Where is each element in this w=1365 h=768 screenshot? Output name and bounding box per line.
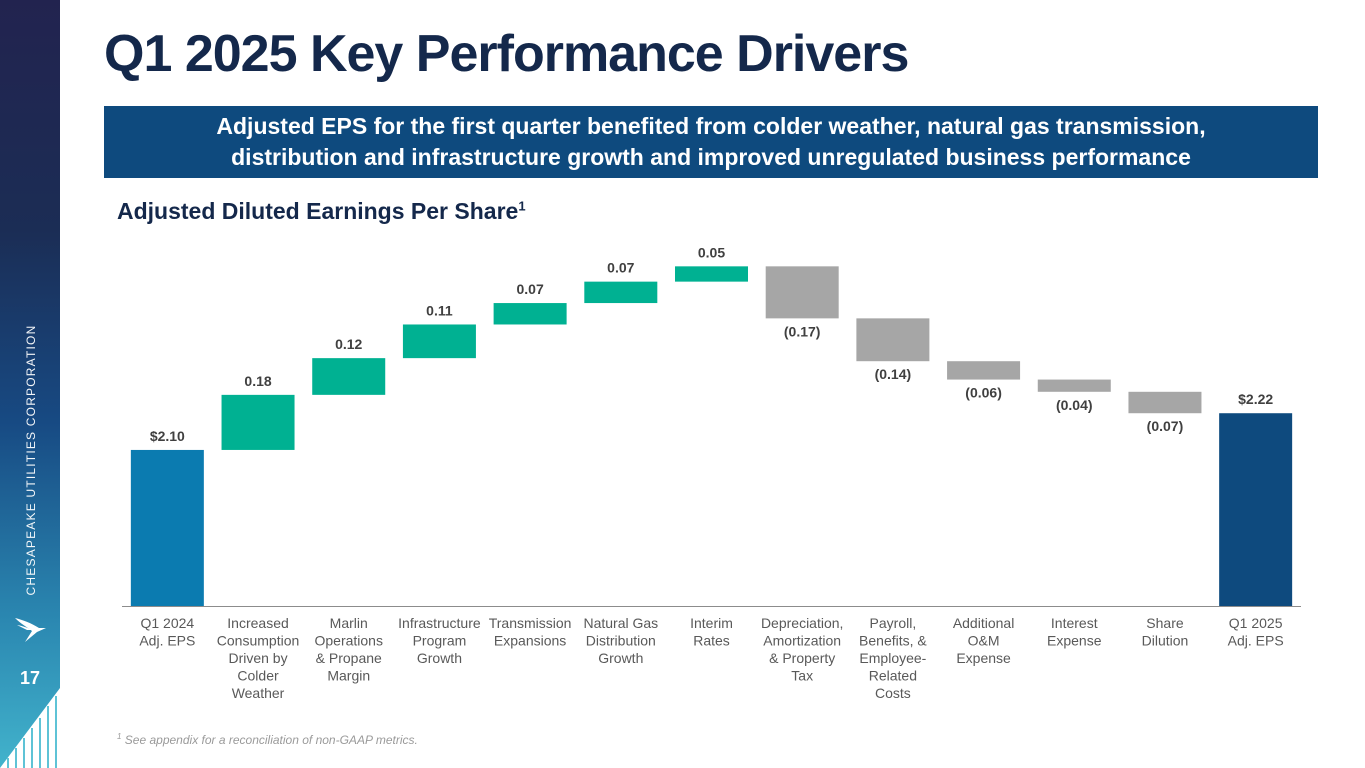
category-label-6-line-0: Interim	[690, 615, 733, 631]
banner-line-1: Adjusted EPS for the first quarter benef…	[216, 113, 1206, 139]
bar-5	[584, 281, 658, 304]
chart-title: Adjusted Diluted Earnings Per Share1	[117, 198, 526, 225]
category-label-5-line-1: Distribution	[586, 633, 656, 649]
category-label-1-line-4: Weather	[232, 685, 285, 701]
category-label-9-line-1: O&M	[968, 633, 1000, 649]
category-label-8-line-2: Employee-	[859, 650, 926, 666]
category-label-8-line-0: Payroll,	[870, 615, 917, 631]
category-label-4-line-1: Expansions	[494, 633, 566, 649]
bird-logo-icon	[15, 618, 46, 642]
data-label-12: $2.22	[1238, 391, 1273, 407]
category-label-2-line-2: & Propane	[316, 650, 382, 666]
category-label-7-line-2: & Property	[769, 650, 835, 666]
category-label-2-line-1: Operations	[314, 633, 382, 649]
footnote-text: See appendix for a reconciliation of non…	[124, 733, 418, 747]
data-label-8: (0.14)	[875, 366, 912, 382]
category-label-12-line-1: Adj. EPS	[1228, 633, 1284, 649]
data-label-2: 0.12	[335, 336, 362, 352]
category-label-10-line-0: Interest	[1051, 615, 1098, 631]
category-label-6-line-1: Rates	[693, 633, 730, 649]
category-label-11-line-1: Dilution	[1142, 633, 1189, 649]
category-label-1-line-0: Increased	[227, 615, 288, 631]
summary-banner: Adjusted EPS for the first quarter benef…	[104, 106, 1318, 178]
bar-4	[493, 303, 567, 325]
category-label-1-line-3: Colder	[237, 668, 279, 684]
category-label-2-line-0: Marlin	[330, 615, 368, 631]
category-label-3-line-2: Growth	[417, 650, 462, 666]
chart-title-footnote-marker: 1	[518, 198, 526, 214]
page-title: Q1 2025 Key Performance Drivers	[104, 25, 909, 83]
category-label-8-line-3: Related	[869, 668, 917, 684]
category-label-5-line-0: Natural Gas	[583, 615, 658, 631]
data-label-9: (0.06)	[965, 385, 1002, 401]
category-label-7-line-1: Amortization	[763, 633, 841, 649]
bar-8	[856, 318, 930, 362]
banner-line-2: distribution and infrastructure growth a…	[231, 144, 1191, 170]
data-label-0: $2.10	[150, 428, 185, 444]
data-label-6: 0.05	[698, 244, 725, 260]
bar-10	[1037, 379, 1111, 392]
category-label-5-line-2: Growth	[598, 650, 643, 666]
bar-11	[1128, 391, 1202, 414]
decorative-lines	[0, 688, 60, 768]
bar-1	[221, 394, 295, 450]
category-label-0-line-1: Adj. EPS	[139, 633, 195, 649]
category-label-1-line-2: Driven by	[228, 650, 287, 666]
category-label-1-line-1: Consumption	[217, 633, 300, 649]
bar-0	[130, 449, 204, 606]
data-label-3: 0.11	[426, 302, 453, 318]
category-label-8-line-1: Benefits, &	[859, 633, 927, 649]
category-label-8-line-4: Costs	[875, 685, 911, 701]
category-label-12-line-0: Q1 2025	[1229, 615, 1283, 631]
category-label-3-line-1: Program	[413, 633, 467, 649]
data-label-1: 0.18	[244, 373, 271, 389]
page-number: 17	[19, 668, 41, 688]
data-label-4: 0.07	[516, 281, 543, 297]
bar-6	[675, 266, 748, 282]
bar-7	[765, 266, 839, 319]
category-label-11-line-0: Share	[1146, 615, 1184, 631]
category-label-2-line-3: Margin	[327, 668, 370, 684]
sidebar-band: CHESAPEAKE UTILITIES CORPORATION 17	[0, 0, 60, 768]
footnote-marker: 1	[117, 732, 122, 741]
data-label-5: 0.07	[607, 260, 634, 276]
category-label-4-line-0: Transmission	[489, 615, 572, 631]
data-label-7: (0.17)	[784, 323, 821, 339]
bar-3	[402, 324, 476, 359]
data-label-10: (0.04)	[1056, 397, 1093, 413]
category-label-0-line-0: Q1 2024	[140, 615, 194, 631]
category-label-9-line-0: Additional	[953, 615, 1015, 631]
bar-2	[312, 358, 386, 395]
bar-12	[1219, 413, 1293, 606]
category-label-7-line-0: Depreciation,	[761, 615, 844, 631]
data-label-11: (0.07)	[1147, 418, 1184, 434]
category-label-10-line-1: Expense	[1047, 633, 1102, 649]
chart-title-text: Adjusted Diluted Earnings Per Share	[117, 198, 519, 224]
category-label-9-line-2: Expense	[956, 650, 1011, 666]
category-label-3-line-0: Infrastructure	[398, 615, 481, 631]
category-label-7-line-3: Tax	[791, 668, 813, 684]
bar-9	[947, 361, 1021, 380]
footnote: 1 See appendix for a reconciliation of n…	[117, 732, 418, 747]
